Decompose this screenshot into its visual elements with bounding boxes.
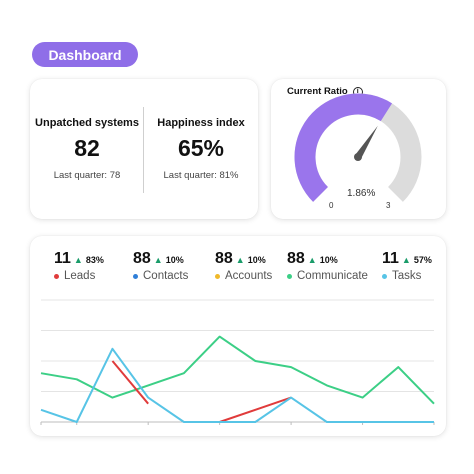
kpi-happiness-index: Happiness index 65% Last quarter: 81% <box>144 79 258 219</box>
legend-dot <box>215 273 220 279</box>
up-arrow-icon: ▲ <box>73 255 83 265</box>
series-line-leads <box>111 360 149 405</box>
series-line-tasks <box>40 347 434 423</box>
metric-count: 88 <box>287 250 305 267</box>
kpi-label: Happiness index <box>157 117 245 129</box>
legend-dot <box>382 273 387 279</box>
metric-label: Leads <box>64 270 96 282</box>
legend-dot <box>287 273 292 279</box>
dashboard-button[interactable]: Dashboard <box>32 42 138 67</box>
metric-count: 11 <box>54 250 71 267</box>
ratio-title-text: Current Ratio <box>287 86 348 97</box>
metric-count: 88 <box>215 250 233 267</box>
gauge-needle <box>355 125 378 159</box>
gauge-hub <box>354 153 362 161</box>
kpi-label: Unpatched systems <box>35 117 139 129</box>
metric-leads[interactable]: 11 ▲ 83% Leads <box>54 250 134 282</box>
metric-accounts[interactable]: 88 ▲ 10% Accounts <box>215 250 295 282</box>
up-arrow-icon: ▲ <box>153 255 163 265</box>
activity-chart-card: 11 ▲ 83% Leads 88 ▲ 10% Contacts 88 ▲ 10… <box>30 236 446 436</box>
up-arrow-icon: ▲ <box>235 255 245 265</box>
metric-tasks[interactable]: 11 ▲ 57% Tasks <box>382 250 442 282</box>
kpi-divider <box>143 107 144 193</box>
metric-pct: 57% <box>413 255 432 265</box>
kpi-card: Unpatched systems 82 Last quarter: 78 Ha… <box>30 79 258 219</box>
metric-label: Communicate <box>297 270 368 282</box>
kpi-sub: Last quarter: 81% <box>163 170 239 181</box>
legend-dot <box>54 273 59 279</box>
kpi-sub: Last quarter: 78 <box>53 170 121 181</box>
legend-dot <box>133 273 138 279</box>
metric-label: Accounts <box>225 270 273 282</box>
ratio-value: 1.86% <box>347 188 376 199</box>
metric-label: Tasks <box>392 270 422 282</box>
kpi-value: 82 <box>74 135 100 161</box>
metric-pct: 10% <box>165 255 184 265</box>
ratio-gauge <box>294 93 422 202</box>
metric-count: 11 <box>382 250 399 267</box>
gauge-fill <box>294 93 393 202</box>
metric-pct: 83% <box>85 255 104 265</box>
up-arrow-icon: ▲ <box>307 255 317 265</box>
metric-count: 88 <box>133 250 151 267</box>
metric-label: Contacts <box>143 270 189 282</box>
kpi-unpatched-systems: Unpatched systems 82 Last quarter: 78 <box>30 79 144 219</box>
metric-contacts[interactable]: 88 ▲ 10% Contacts <box>133 250 213 282</box>
metric-pct: 10% <box>247 255 266 265</box>
series-line-leads <box>219 396 292 423</box>
current-ratio-card: Current Ratio i 1.86% 0 3 <box>271 79 446 219</box>
metric-pct: 10% <box>319 255 338 265</box>
line-chart <box>40 299 435 425</box>
up-arrow-icon: ▲ <box>401 255 411 265</box>
series-line-communicate <box>40 335 435 405</box>
ratio-max: 3 <box>386 201 391 210</box>
kpi-value: 65% <box>177 135 225 161</box>
metric-communicate[interactable]: 88 ▲ 10% Communicate <box>287 250 382 282</box>
ratio-min: 0 <box>329 201 334 210</box>
